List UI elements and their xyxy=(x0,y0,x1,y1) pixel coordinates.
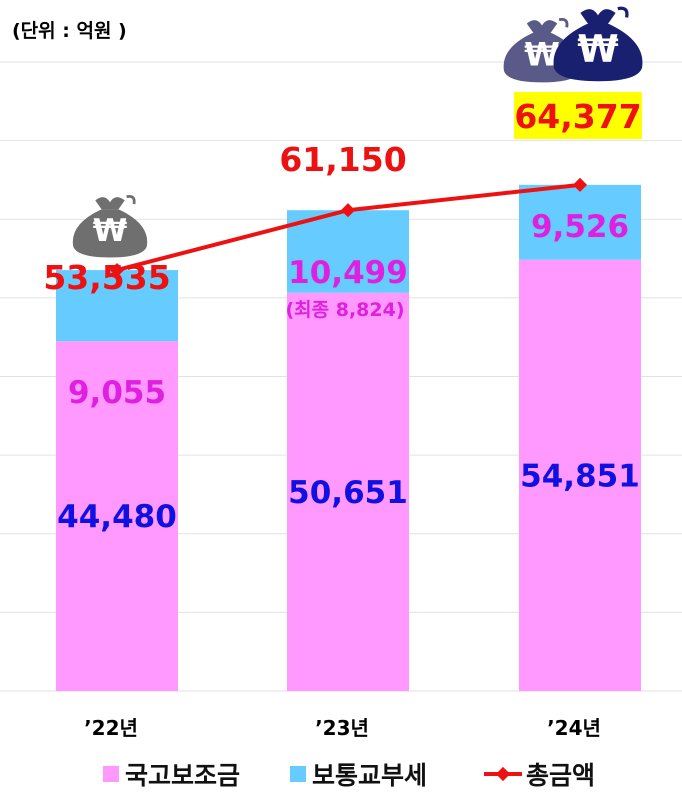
tax-value-label: 10,499 xyxy=(288,255,408,291)
subsidy-value-label: 44,480 xyxy=(57,499,177,535)
legend-swatch-tax xyxy=(290,766,306,782)
total-highlight-box xyxy=(514,92,642,139)
subsidy-value-label: 50,651 xyxy=(288,475,408,511)
moneybag-body xyxy=(553,24,643,82)
total-line xyxy=(109,177,588,278)
legend-label-subsidy: 국고보조금 xyxy=(125,761,240,790)
bars xyxy=(56,184,641,691)
total-value-label: 61,150 xyxy=(279,140,406,179)
bar-tax xyxy=(287,210,409,293)
moneybag-icon: ₩ xyxy=(72,195,148,258)
total-point xyxy=(340,203,356,218)
x-tick-label: ’23년 xyxy=(315,716,369,740)
total-point xyxy=(572,177,588,192)
moneybag-body xyxy=(72,209,148,258)
moneybag-tie xyxy=(580,9,616,24)
tax-value-label: 9,055 xyxy=(68,375,166,411)
icons: ₩₩ ₩ xyxy=(72,6,643,258)
won-sign: ₩ xyxy=(93,213,128,249)
bar-subsidy xyxy=(287,292,409,691)
moneybag-tie xyxy=(95,197,125,210)
x-tick-label: ’24년 xyxy=(547,716,601,740)
legend-label-tax: 보통교부세 xyxy=(312,761,427,790)
legend-label-total: 총금액 xyxy=(526,761,595,790)
tax-value-label: 9,526 xyxy=(531,209,629,245)
unit-label: (단위 : 억원 ) xyxy=(12,20,127,42)
bar-tax xyxy=(519,184,641,260)
moneybag-string xyxy=(617,6,629,18)
total-point xyxy=(109,263,125,278)
moneybag-string xyxy=(558,17,569,28)
subsidy-value-label: 54,851 xyxy=(520,458,640,494)
moneybag-icon: ₩ xyxy=(553,6,643,82)
total-value-label: 53,535 xyxy=(43,258,170,297)
total-value-label: 64,377 xyxy=(514,97,641,136)
moneybag-tie xyxy=(526,20,558,33)
data-labels: 44,480 50,651 54,851 9,055 10,499 9,526 (최종 8,… xyxy=(43,92,642,535)
moneybag-string xyxy=(126,195,136,205)
legend-swatch-subsidy xyxy=(103,766,119,782)
legend-marker-total xyxy=(495,766,511,782)
won-sign: ₩ xyxy=(577,26,618,70)
bar-subsidy xyxy=(56,341,178,691)
x-tick-label: ’22년 xyxy=(84,716,138,740)
bar-tax xyxy=(56,270,178,342)
x-tick-labels: ’22년 ’23년 ’24년 xyxy=(84,716,601,740)
bar-subsidy xyxy=(519,259,641,691)
legend: 국고보조금 보통교부세 총금액 xyxy=(103,761,595,790)
final-tax-note: (최종 8,824) xyxy=(285,299,404,321)
